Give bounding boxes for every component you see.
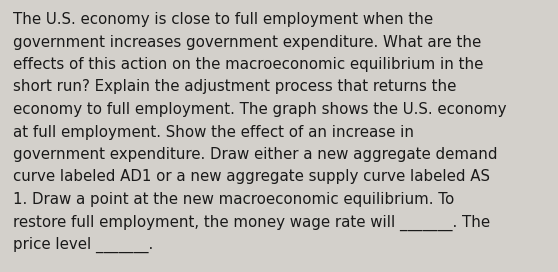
Text: restore full employment, the money wage rate will _______. The: restore full employment, the money wage … [13,215,490,231]
Text: short run? Explain the adjustment process that returns the: short run? Explain the adjustment proces… [13,79,456,94]
Text: government expenditure. Draw either a new aggregate demand: government expenditure. Draw either a ne… [13,147,498,162]
Text: government increases government expenditure. What are the: government increases government expendit… [13,35,481,50]
Text: price level _______.: price level _______. [13,237,153,253]
Text: at full employment. Show the effect of an increase in: at full employment. Show the effect of a… [13,125,414,140]
Text: The U.S. economy is close to full employment when the: The U.S. economy is close to full employ… [13,12,433,27]
Text: economy to full employment. The graph shows the U.S. economy: economy to full employment. The graph sh… [13,102,507,117]
Text: 1. Draw a point at the new macroeconomic equilibrium. To: 1. Draw a point at the new macroeconomic… [13,192,454,207]
Text: effects of this action on the macroeconomic equilibrium in the: effects of this action on the macroecono… [13,57,483,72]
Text: curve labeled AD1 or a new aggregate supply curve labeled AS: curve labeled AD1 or a new aggregate sup… [13,169,490,184]
